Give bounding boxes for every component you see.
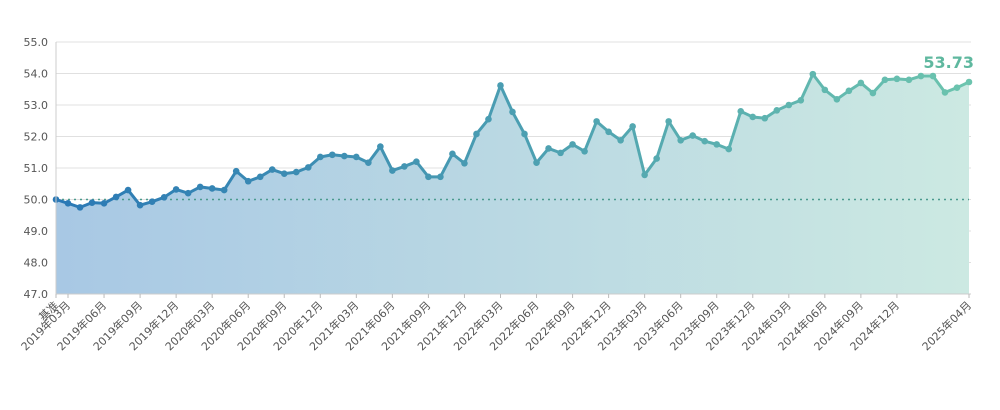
data-point: [76, 204, 84, 211]
data-point: [641, 171, 648, 179]
y-tick-label: 47.0: [24, 288, 49, 301]
data-point: [473, 130, 480, 138]
data-point: [401, 163, 408, 170]
data-point: [64, 199, 72, 207]
data-point: [617, 136, 624, 144]
data-point: [845, 87, 853, 95]
data-point: [857, 79, 865, 87]
data-point: [509, 108, 516, 116]
data-point: [268, 166, 276, 173]
y-tick-label: 52.0: [24, 131, 49, 144]
data-point: [905, 76, 913, 84]
data-point: [124, 186, 132, 194]
data-point: [292, 168, 300, 176]
data-point: [581, 148, 588, 155]
x-tick-label: 2025年04月: [919, 298, 974, 353]
data-point: [605, 128, 612, 136]
data-point: [88, 199, 96, 206]
data-point: [593, 118, 600, 125]
data-point: [965, 78, 973, 86]
data-point: [809, 70, 817, 78]
data-point: [112, 193, 120, 201]
points-layer: [52, 70, 973, 211]
data-point: [220, 186, 228, 194]
data-point: [232, 167, 240, 175]
end-value-label: 53.73: [923, 53, 974, 72]
data-point: [569, 141, 576, 148]
data-point: [953, 84, 961, 91]
data-point: [797, 96, 805, 104]
data-point: [833, 96, 841, 103]
data-point: [100, 199, 108, 207]
data-point: [881, 76, 889, 84]
area-fill: [56, 74, 969, 294]
data-point: [545, 145, 552, 152]
data-point: [785, 101, 793, 109]
data-point: [701, 137, 709, 145]
y-tick-label: 55.0: [24, 36, 49, 49]
data-point: [184, 189, 192, 197]
data-point: [437, 173, 444, 181]
area-layer: [56, 74, 969, 294]
data-point: [557, 149, 564, 157]
data-point: [341, 152, 348, 160]
data-point: [256, 173, 264, 181]
data-point: [485, 115, 492, 123]
data-point: [749, 113, 757, 121]
data-point: [425, 173, 432, 181]
data-point: [280, 170, 288, 177]
data-point: [389, 167, 396, 174]
data-point: [160, 193, 168, 201]
data-point: [689, 132, 696, 139]
data-point: [377, 143, 384, 150]
data-point: [737, 108, 745, 115]
data-point: [244, 177, 252, 185]
data-point: [821, 86, 829, 94]
data-point: [449, 150, 456, 158]
data-point: [761, 114, 769, 122]
data-point: [461, 159, 468, 167]
data-point: [677, 136, 684, 144]
data-point: [665, 118, 672, 125]
y-tick-label: 54.0: [24, 68, 49, 81]
data-point: [316, 153, 324, 161]
data-point: [773, 107, 781, 114]
x-axis: 基准2019年03月2019年06月2019年09月2019年12月2020年0…: [18, 293, 974, 353]
data-point: [353, 153, 360, 161]
data-point: [629, 123, 636, 130]
data-point: [893, 75, 901, 83]
data-point: [148, 198, 156, 206]
y-tick-label: 51.0: [24, 162, 49, 175]
data-point: [196, 183, 204, 191]
data-point: [497, 82, 504, 89]
y-axis: 47.0 48.0 49.0 50.0 51.0 52.0 53.0 54.0 55.0: [24, 36, 57, 301]
data-point: [521, 130, 528, 138]
y-tick-label: 49.0: [24, 225, 49, 238]
data-point: [713, 141, 721, 148]
data-point: [208, 185, 216, 192]
data-point: [136, 201, 144, 209]
data-point: [929, 72, 937, 80]
data-point: [413, 158, 420, 165]
data-point: [329, 151, 336, 159]
data-point: [725, 145, 733, 153]
data-point: [365, 159, 372, 166]
y-tick-label: 50.0: [24, 194, 49, 207]
data-point: [653, 155, 660, 162]
data-point: [172, 186, 180, 193]
data-point: [533, 159, 540, 166]
y-tick-label: 48.0: [24, 257, 49, 270]
data-point: [917, 72, 925, 80]
data-point: [941, 89, 949, 96]
data-point: [869, 89, 877, 97]
data-point: [304, 164, 312, 171]
y-tick-label: 53.0: [24, 99, 49, 112]
